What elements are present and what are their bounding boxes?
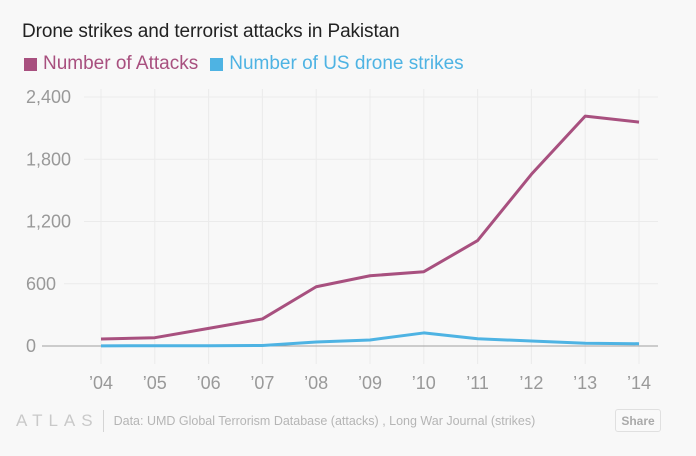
x-tick-label: ’12: [519, 373, 543, 393]
grid: [42, 89, 658, 364]
source-note: Data: UMD Global Terrorism Database (att…: [113, 414, 536, 428]
legend-item-attacks: Number of Attacks: [24, 53, 198, 75]
y-axis: 0 600 1,200 1,800 2,400: [26, 87, 71, 356]
x-tick-label: ’09: [358, 373, 382, 393]
x-axis: ’04 ’05 ’06 ’07 ’08 ’09 ’10 ’11 ’12 ’13 ’14: [89, 373, 651, 393]
x-tick-label: ’10: [412, 373, 436, 393]
line-chart: 0 600 1,200 1,800 2,400 ’04 ’05 ’06 ’07 ’08 ’09 ’1…: [26, 87, 658, 393]
x-tick-label: ’05: [143, 373, 167, 393]
footer-divider: [102, 410, 104, 432]
legend-item-drone-strikes: Number of US drone strikes: [210, 53, 464, 75]
x-tick-label: ’08: [304, 373, 328, 393]
series-lines: [100, 114, 640, 348]
y-tick-label: 1,800: [26, 149, 71, 169]
legend: Number of Attacks Number of US drone str…: [24, 53, 476, 75]
x-tick-label: ’06: [197, 373, 221, 393]
x-tick-label: ’07: [250, 373, 274, 393]
y-tick-label: 0: [26, 336, 36, 356]
x-tick-label: ’14: [627, 373, 651, 393]
y-tick-label: 2,400: [26, 87, 71, 107]
legend-label-drone-strikes: Number of US drone strikes: [229, 53, 464, 74]
chart-title: Drone strikes and terrorist attacks in P…: [22, 21, 400, 42]
x-tick-label: ’11: [466, 373, 489, 393]
legend-label-attacks: Number of Attacks: [43, 53, 199, 74]
x-tick-label: ’04: [89, 373, 113, 393]
y-tick-label: 600: [26, 274, 56, 294]
legend-swatch-attacks: [24, 57, 37, 71]
share-button[interactable]: Share: [615, 409, 661, 432]
x-tick-label: ’13: [573, 373, 597, 393]
footer: ATLAS Data: UMD Global Terrorism Databas…: [16, 410, 535, 432]
legend-swatch-drone-strikes: [210, 57, 224, 71]
y-tick-label: 1,200: [26, 212, 71, 232]
atlas-logo: ATLAS: [16, 411, 99, 430]
